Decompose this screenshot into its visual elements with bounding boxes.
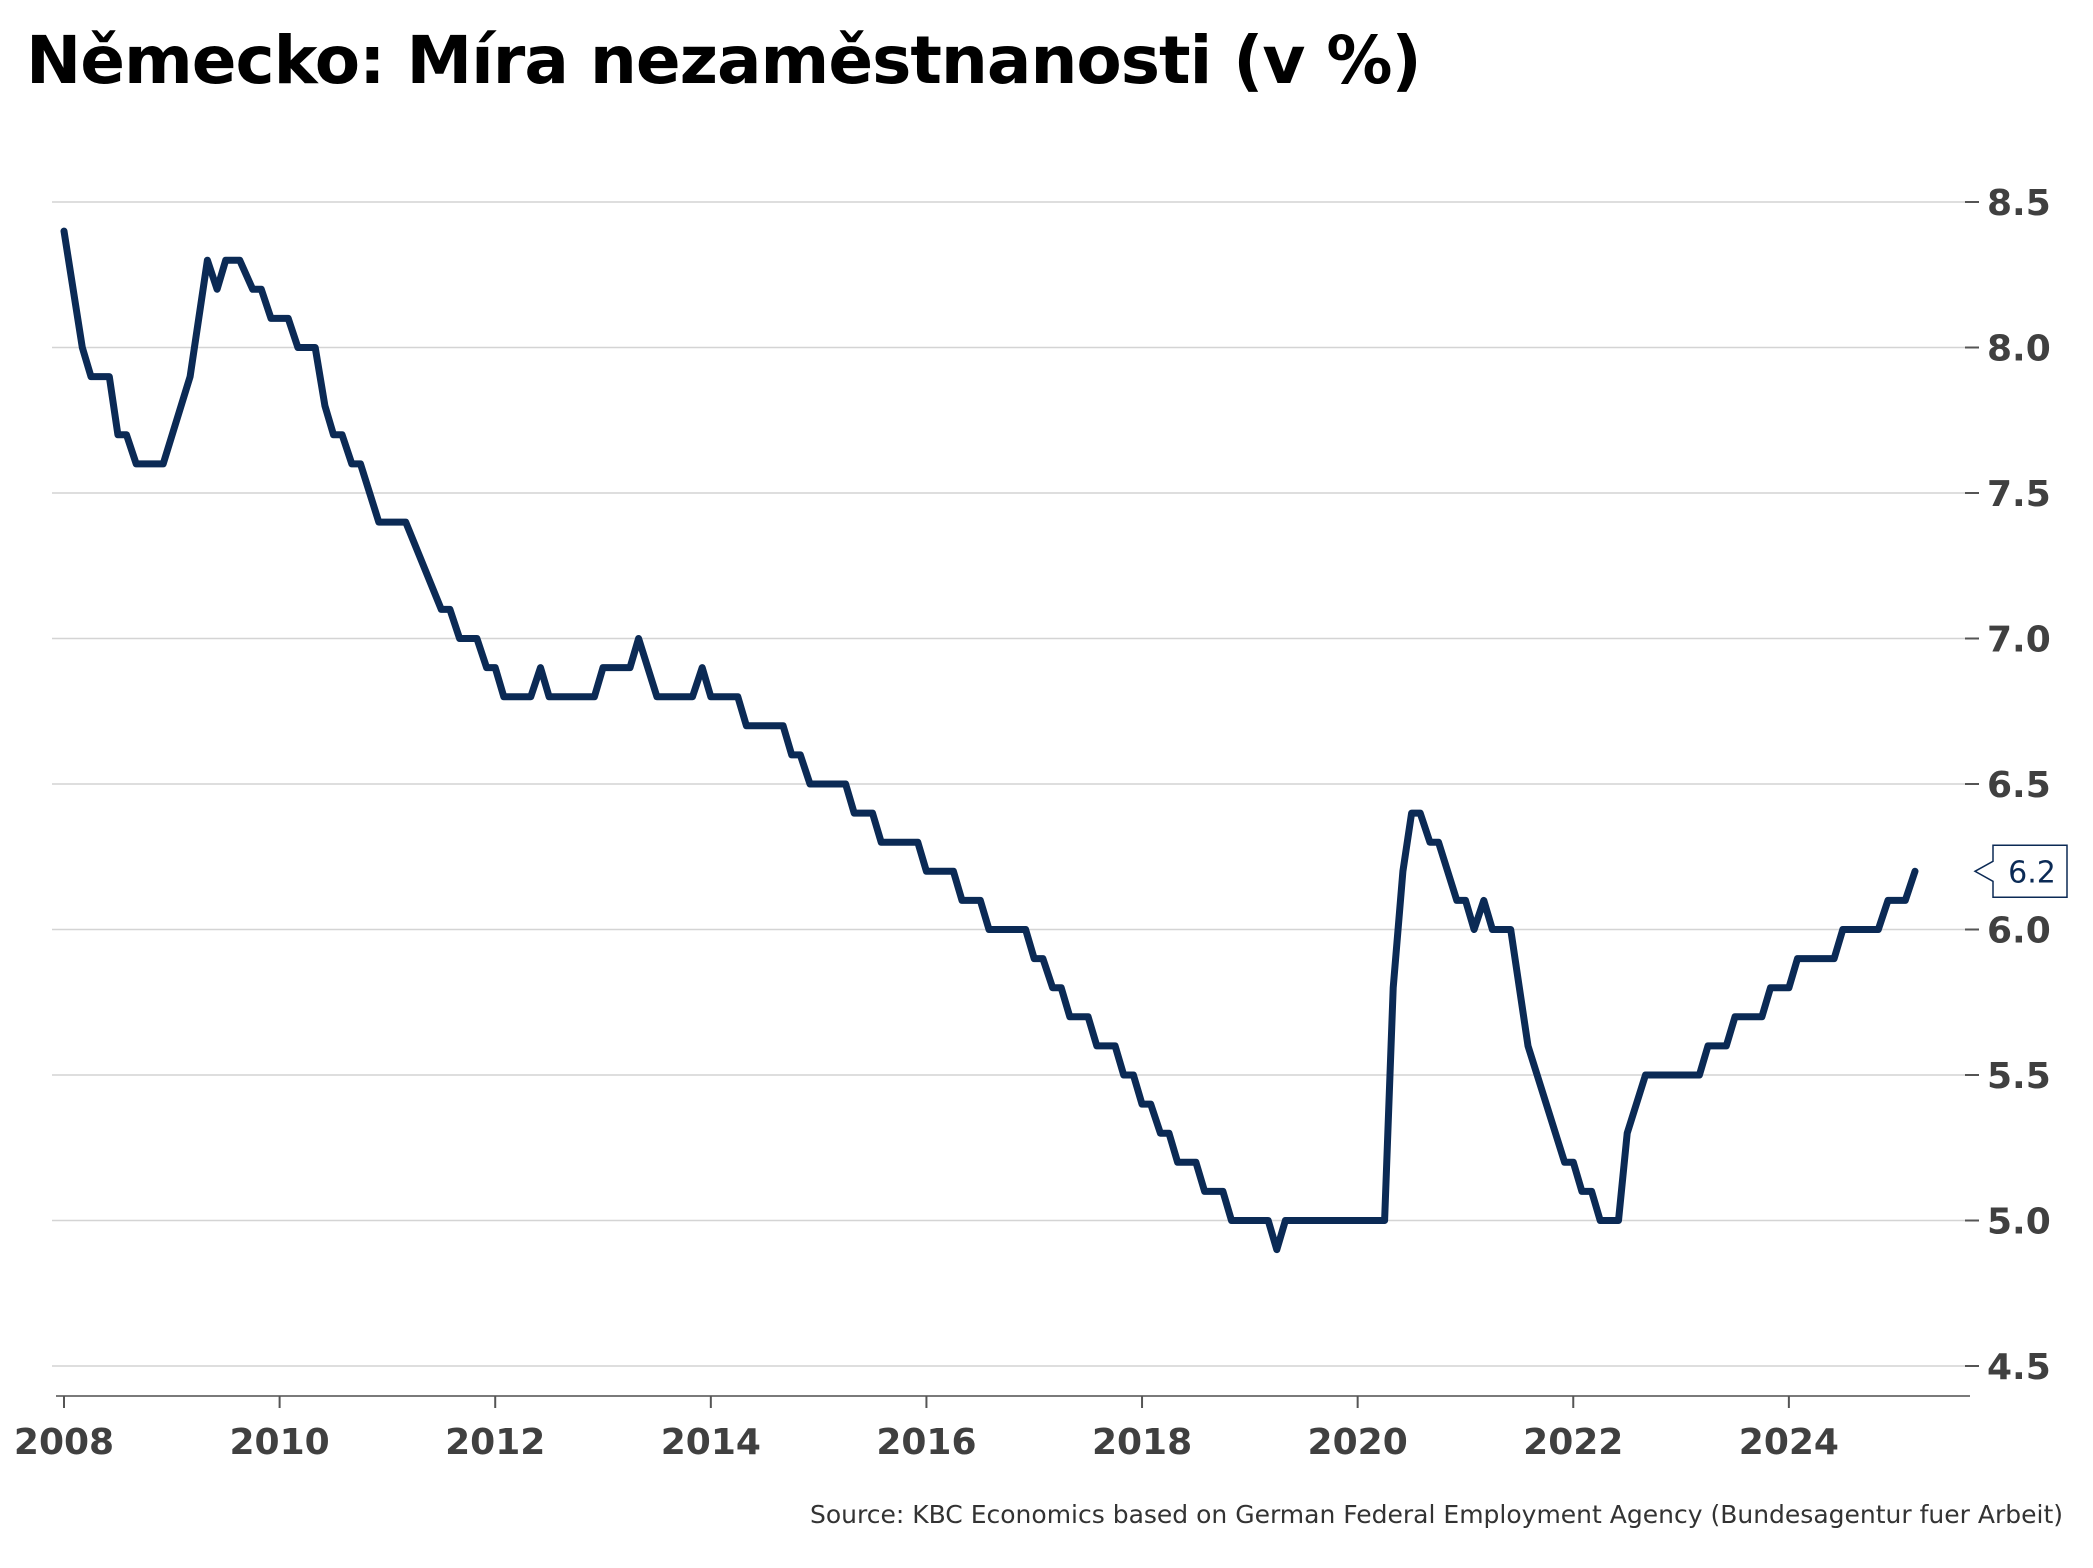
y-tick-label: 7.0 bbox=[1987, 620, 2051, 661]
x-tick-label: 2010 bbox=[230, 1422, 330, 1463]
series-group bbox=[60, 227, 1919, 1254]
y-tick-label: 8.0 bbox=[1987, 329, 2051, 370]
y-tick-label: 5.5 bbox=[1987, 1056, 2051, 1097]
y-tick-label: 7.5 bbox=[1987, 474, 2051, 515]
x-tick-label: 2012 bbox=[445, 1422, 545, 1463]
x-tick-label: 2024 bbox=[1739, 1422, 1839, 1463]
x-tick-label: 2020 bbox=[1308, 1422, 1408, 1463]
y-tick-label: 8.5 bbox=[1987, 183, 2051, 224]
x-tick-label: 2022 bbox=[1523, 1422, 1623, 1463]
y-axis: 4.5 5.0 5.5 6.0 6.5 7.0 7.5 8.0 8.5 bbox=[1965, 183, 2051, 1388]
y-tick-label: 5.0 bbox=[1987, 1202, 2051, 1243]
last-value-callout: 6.2 bbox=[1973, 844, 2068, 899]
unemployment-rate-line bbox=[60, 227, 1919, 1254]
x-tick-label: 2008 bbox=[14, 1422, 114, 1463]
y-tick-label: 6.0 bbox=[1987, 911, 2051, 952]
x-tick-label: 2016 bbox=[876, 1422, 976, 1463]
callout-box bbox=[1973, 844, 2068, 899]
chart-title: Německo: Míra nezaměstnanosti (v %) bbox=[26, 22, 1422, 99]
y-tick-label: 4.5 bbox=[1987, 1347, 2051, 1388]
gridlines bbox=[52, 201, 1977, 1367]
last-value-label: 6.2 bbox=[2008, 855, 2056, 890]
y-tick-label: 6.5 bbox=[1987, 765, 2051, 806]
source-note: Source: KBC Economics based on German Fe… bbox=[809, 1500, 2063, 1529]
x-tick-label: 2014 bbox=[661, 1422, 761, 1463]
x-tick-label: 2018 bbox=[1092, 1422, 1192, 1463]
x-axis: 2008 2010 2012 2014 2016 2018 2020 2022 2024 bbox=[14, 1395, 1970, 1463]
